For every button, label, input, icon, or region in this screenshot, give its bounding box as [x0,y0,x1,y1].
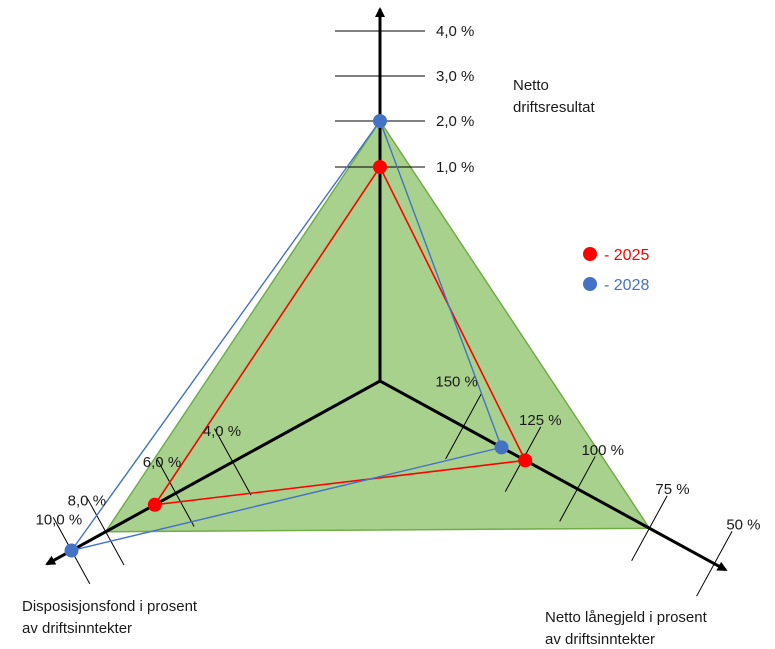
tick-right-2 [559,456,596,522]
series-line-2025 [153,165,527,506]
tick-label-top-0: 1,0 % [436,159,474,176]
tick-label-top-2: 3,0 % [436,68,474,85]
target-area [104,119,651,533]
tick-label-left-3: 10,0 % [36,512,83,529]
tick-label-top-3: 4,0 % [436,23,474,40]
legend: - 2025 - 2028 [583,247,649,294]
tick-left-0 [214,428,252,496]
tick-label-right-2: 100 % [581,442,624,459]
tick-label-right-4: 50 % [726,517,760,534]
point-2025-right [518,453,533,468]
point-2025-left [147,497,162,512]
tick-left-1 [157,459,195,527]
legend-marker-2028 [583,277,597,291]
tick-label-left-0: 4,0 % [203,423,241,440]
axis-title-right-line-1: av driftsinntekter [545,631,655,648]
target-area-layer [104,119,651,533]
axis-title-top-line-0: Netto [513,77,549,94]
axis-title-top-line-1: driftsresultat [513,99,596,116]
axis-title-left-line-1: av driftsinntekter [22,620,132,637]
series-line-2028 [69,119,503,552]
point-2028-right [494,440,509,455]
tick-label-left-1: 6,0 % [143,454,181,471]
tick-label-left-2: 8,0 % [68,493,106,510]
point-2028-top [373,114,387,128]
point-2025-top [373,160,387,174]
axis-title-left-line-0: Disposisjonsfond i prosent [22,598,198,615]
tick-label-right-1: 125 % [519,412,562,429]
axes-layer [45,7,728,572]
legend-label-2025: - 2025 [604,247,649,264]
tick-right-3 [631,495,668,561]
tick-right-4 [696,531,733,597]
tick-left-2 [86,498,125,566]
axis-title-right-line-0: Netto lånegjeld i prosent [545,609,708,626]
legend-label-2028: - 2028 [604,277,649,294]
axis-left [45,379,381,566]
series-layer [64,114,533,558]
tick-label-right-3: 75 % [655,481,689,498]
labels-layer: 1,0 % 2,0 % 3,0 % 4,0 % 4,0 % 6,0 % 8,0 % 10,0 … [22,23,761,648]
point-2028-left [64,543,79,558]
tick-label-right-0: 150 % [435,374,478,391]
tick-label-top-1: 2,0 % [436,113,474,130]
legend-marker-2025 [583,247,597,261]
tick-right-0 [445,393,482,460]
axis-right [379,379,728,572]
